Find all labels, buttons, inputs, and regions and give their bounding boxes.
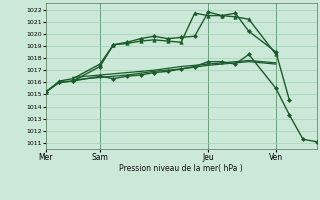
X-axis label: Pression niveau de la mer( hPa ): Pression niveau de la mer( hPa ): [119, 164, 243, 173]
